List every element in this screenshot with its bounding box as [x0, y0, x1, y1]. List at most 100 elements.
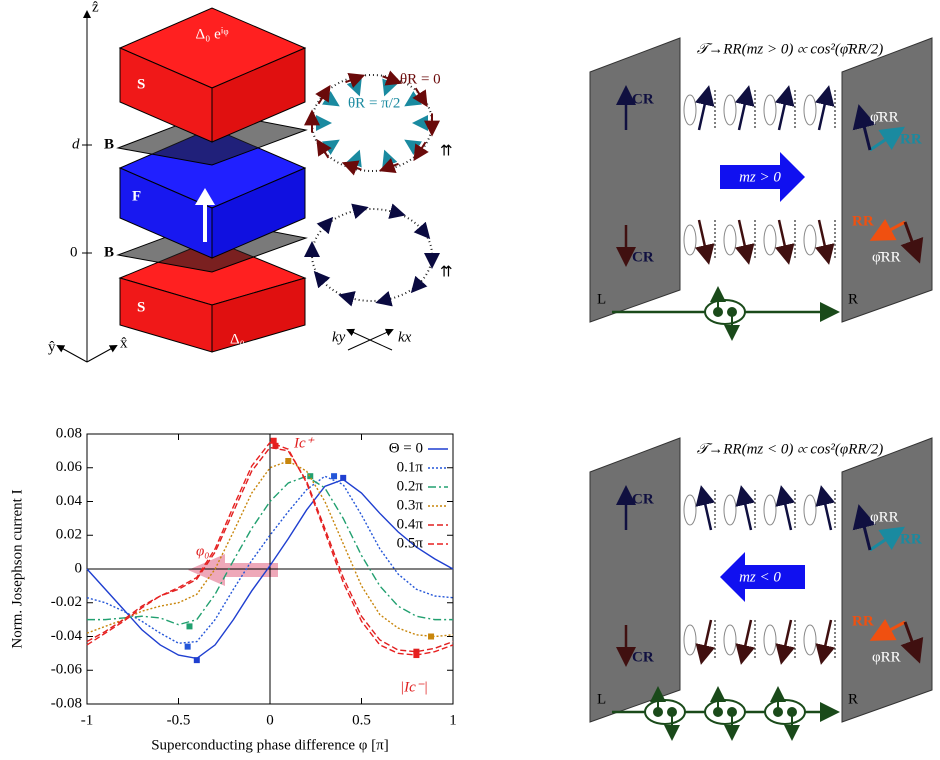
spin-arrow — [315, 84, 331, 105]
spin — [735, 619, 756, 665]
arrow-head — [195, 188, 215, 205]
phi-label: φ̄RR — [870, 109, 899, 125]
angle-label: θR = 0 — [400, 71, 441, 87]
spin — [775, 485, 796, 531]
spin-arrow — [404, 139, 423, 155]
series-line — [87, 475, 453, 626]
arrow-label: ⇈ — [440, 264, 453, 280]
orbit — [723, 494, 737, 526]
extremum-marker — [186, 623, 193, 630]
cooper-pair — [644, 699, 686, 725]
series-line — [86, 441, 454, 656]
spin — [774, 85, 795, 131]
layer-label: S — [137, 299, 145, 315]
extremum-marker — [184, 643, 191, 650]
orbit — [763, 224, 777, 256]
series-line — [86, 460, 454, 638]
axis-label: ky — [332, 329, 346, 345]
phi-label: φRR — [870, 509, 899, 525]
spin — [900, 221, 924, 264]
x-axis-label: Superconducting phase difference φ [π] — [151, 737, 389, 753]
annotation: φ₀ — [196, 543, 210, 559]
gap-label: Δ₀ — [230, 331, 245, 347]
spin-arrow — [321, 91, 340, 107]
spin-arrows — [304, 70, 440, 307]
spin-arrow — [404, 91, 423, 107]
plate — [589, 37, 681, 323]
orbit — [763, 94, 777, 126]
y-tick-label: -0.06 — [51, 662, 83, 678]
magnetization-arrow — [720, 552, 805, 602]
spin-arrow — [412, 87, 428, 108]
spin — [735, 485, 756, 531]
fermi-circle — [311, 74, 433, 172]
spin-arrow — [321, 139, 340, 155]
spin-arrow — [313, 270, 331, 289]
angle-label: θR = π/2 — [348, 95, 400, 111]
spin-arrow — [316, 138, 332, 159]
spin-arrow — [316, 216, 334, 235]
box — [211, 167, 306, 259]
orbit — [683, 624, 697, 656]
axis-label: kx — [398, 329, 412, 345]
shift-arrow — [188, 554, 278, 586]
y-tick-label: 0 — [75, 560, 83, 576]
series-line — [86, 478, 454, 660]
y-tick-label: 0.06 — [56, 459, 83, 475]
spin — [852, 104, 877, 151]
spin — [869, 126, 905, 152]
fermi-circle — [311, 208, 433, 302]
spin-arrow — [375, 290, 393, 307]
plate-label: R — [848, 291, 858, 307]
x-tick-label: 0.5 — [352, 712, 371, 728]
phi-label: φRR — [872, 649, 901, 665]
spin — [694, 219, 715, 265]
orbit — [723, 224, 737, 256]
plate-label: L — [597, 691, 606, 707]
orbit — [803, 94, 817, 126]
panel-d: 𝒯→RR(mz < 0) ∝ cos²(φRR/2) L R CR CR mz < 0 RR… — [589, 437, 933, 741]
y-axis — [56, 345, 88, 363]
extremum-marker — [307, 473, 314, 480]
annotation: |Ic⁻| — [400, 679, 428, 695]
spin — [869, 618, 906, 641]
layer-label: F — [132, 188, 141, 204]
tick-label: d — [72, 136, 80, 152]
spin — [734, 85, 755, 131]
orbit — [683, 224, 697, 256]
chart: -0.08 -0.06 -0.04 -0.02 0 0.02 0.04 0.06 0.08 -1 -… — [9, 425, 456, 753]
spin — [852, 504, 877, 551]
y-tick-label: -0.02 — [51, 594, 82, 610]
legend-label: 0.1π — [397, 459, 424, 475]
axis-label: ẑ — [92, 0, 99, 15]
spin — [774, 219, 795, 265]
y-axis-label: Norm. Josephson current I — [9, 489, 25, 648]
rr-label: RR — [852, 613, 874, 629]
y-tick-label: 0.02 — [56, 527, 82, 543]
panel-b: 𝒯→RR(mz > 0) ∝ cos²(φ̄RR/2) L R CR CR mz > 0 R… — [589, 37, 933, 341]
magnetization-arrow — [720, 152, 805, 202]
spin-arrow — [345, 72, 366, 88]
y-tick-label: -0.08 — [51, 695, 82, 711]
box — [211, 277, 306, 353]
panel-title: 𝒯→RR(mz > 0) ∝ cos²(φ̄RR/2) — [697, 41, 883, 57]
y-tick-label: 0.04 — [56, 493, 83, 509]
mz-label: mz > 0 — [739, 169, 781, 185]
spin-arrow — [413, 221, 431, 240]
spin — [695, 485, 716, 531]
extremum-marker — [413, 652, 420, 659]
spin-arrow — [413, 141, 429, 162]
panel-a: ẑ ŷ x̂ d 0 Δ₀ eⁱᵠ Δ₀ S B F B S θR = 0 θR… — [48, 0, 453, 363]
plate — [589, 437, 681, 723]
series-line — [86, 446, 454, 653]
spin-arrow — [351, 203, 369, 220]
cr-label: CR — [632, 649, 654, 665]
cooper-pair — [764, 699, 806, 725]
tick-label: 0 — [70, 244, 78, 260]
orbit — [683, 494, 697, 526]
spin-arrow — [346, 149, 362, 168]
spin — [775, 619, 796, 665]
axis-label: ŷ — [48, 339, 56, 355]
legend-label: 0.4π — [397, 516, 424, 532]
spin-arrow — [346, 78, 362, 97]
